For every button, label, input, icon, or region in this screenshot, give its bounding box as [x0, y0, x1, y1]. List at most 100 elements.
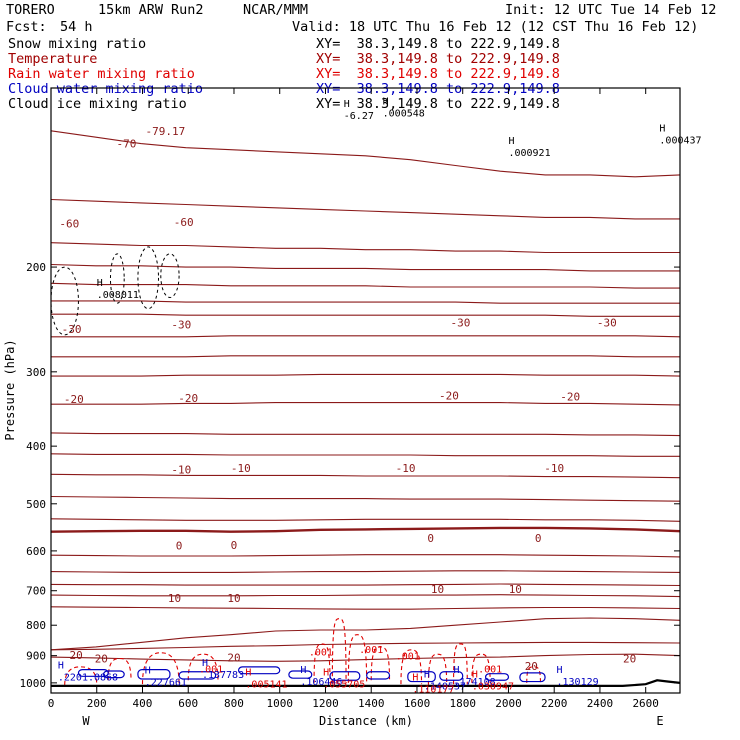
isotherm-label: -79.17 [145, 125, 185, 138]
isotherm-label: -10 [396, 462, 416, 475]
ice-contour [160, 253, 180, 299]
y-tick-label: 800 [26, 619, 46, 632]
cloud-water-contour [329, 671, 361, 681]
header-resolution: 15km ARW [98, 2, 164, 18]
extremum-marker: H [58, 660, 64, 671]
ice-contour [137, 246, 160, 310]
cloud-water-contour [178, 671, 217, 680]
rain-label: .001 [309, 647, 333, 658]
isotherm-line [50, 617, 681, 651]
isotherm-line [50, 198, 680, 220]
cloud-water-contour [439, 671, 464, 681]
isotherm-line [50, 495, 681, 502]
isotherm-label: -60 [59, 218, 79, 231]
rain-label: .001 [199, 664, 223, 675]
cloud-water-contour [366, 671, 391, 680]
isotherm-line [50, 130, 681, 178]
legend-xy-cloud-ice: XY= 38.3,149.8 to 222.9,149.8 [316, 96, 560, 112]
x-tick-label: 0 [48, 697, 55, 710]
extremum-label: .130129 [556, 677, 598, 688]
isotherm-label: -70 [117, 138, 137, 151]
extremum-label: .140537 [424, 681, 466, 692]
extremum-label: .110177 [412, 684, 454, 695]
header-init: Init: 12 UTC Tue 14 Feb 12 [505, 2, 717, 18]
header-model: TORERO [6, 2, 55, 18]
cloud-water-contour [103, 670, 125, 679]
extremum-label: .005141 [245, 680, 287, 691]
isotherm-line [50, 263, 680, 272]
extremum-marker: H [424, 669, 430, 680]
isotherm-label: -10 [231, 462, 251, 475]
extremum-label: .030947 [472, 681, 514, 692]
isotherm-line [50, 282, 680, 289]
rain-contour [187, 653, 219, 681]
extremum-label: .174108 [454, 677, 496, 688]
x-tick-label: 2600 [632, 697, 659, 710]
isotherm-label: 0 [176, 540, 183, 553]
rain-contour [331, 618, 347, 684]
isotherm-label: 10 [431, 583, 444, 596]
isotherm-label: 0 [535, 532, 542, 545]
y-tick-label: 700 [26, 585, 46, 598]
extremum-marker: H [659, 123, 665, 134]
isotherm-line [50, 432, 681, 437]
legend-name-cloud-ice: Cloud ice mixing ratio [8, 96, 187, 112]
rain-contour [347, 634, 368, 683]
cloud-water-contour [407, 671, 436, 683]
isotherm-line [50, 453, 680, 457]
isotherm-label: 10 [227, 592, 240, 605]
isotherm-line [51, 300, 680, 304]
rain-contour [313, 643, 331, 683]
isotherm-label: -20 [560, 390, 580, 403]
rain-label: .001 [359, 645, 383, 656]
isotherm-line [50, 526, 681, 533]
isotherm-label: -20 [439, 390, 459, 403]
y-tick-label: 500 [26, 498, 46, 511]
extremum-marker: H [300, 665, 306, 676]
x-tick-label: 1200 [312, 697, 339, 710]
y-tick-label: 400 [26, 440, 46, 453]
isotherm-line [50, 594, 681, 598]
x-tick-label: 2200 [541, 697, 568, 710]
x-tick-label: 800 [224, 697, 244, 710]
cloud-water-contour [484, 673, 510, 681]
x-end-label-east: E [656, 714, 663, 728]
extremum-label: .000921 [508, 148, 550, 159]
header-run: Run2 [171, 2, 204, 18]
y-axis-label: Pressure (hPa) [3, 339, 17, 440]
extremum-label: .000548 [383, 109, 425, 120]
isotherm-line [51, 313, 680, 317]
extremum-marker: H [323, 668, 329, 679]
x-end-label-west: W [82, 714, 90, 728]
extremum-marker: H [556, 665, 562, 676]
isotherm-line [50, 653, 681, 662]
rain-contour [370, 646, 391, 681]
header-valid: Valid: 18 UTC Thu 16 Feb 12 (12 CST Thu … [292, 19, 699, 35]
extremum-marker: H [145, 666, 151, 677]
isotherm-label: 20 [623, 653, 636, 666]
isotherm-label: 10 [509, 583, 522, 596]
extremum-marker: H [344, 99, 350, 110]
header-fcst-label: Fcst: [6, 19, 47, 35]
legend-name-snow: Snow mixing ratio [8, 36, 147, 52]
rain-label: .001 [478, 664, 502, 675]
extremum-marker: H [508, 136, 514, 147]
isotherm-label: -10 [171, 464, 191, 477]
y-tick-label: 200 [26, 261, 46, 274]
isotherm-line [50, 606, 681, 610]
cloud-water-contour [137, 669, 171, 680]
isotherm-label: -10 [544, 462, 564, 475]
x-tick-label: 2000 [495, 697, 522, 710]
y-tick-label: 300 [26, 366, 46, 379]
rain-contour [64, 666, 98, 685]
isotherm-label: -20 [178, 392, 198, 405]
extremum-marker: H [454, 665, 460, 676]
rain-contour [400, 649, 423, 685]
y-tick-label: 900 [26, 650, 46, 663]
isotherm-line [51, 373, 681, 377]
y-tick-label: 1000 [20, 677, 47, 690]
isotherm-label: 20 [525, 660, 538, 673]
legend-xy-snow: XY= 38.3,149.8 to 222.9,149.8 [316, 36, 560, 52]
x-tick-label: 1600 [404, 697, 431, 710]
extremum-label: .055705 [323, 680, 365, 691]
